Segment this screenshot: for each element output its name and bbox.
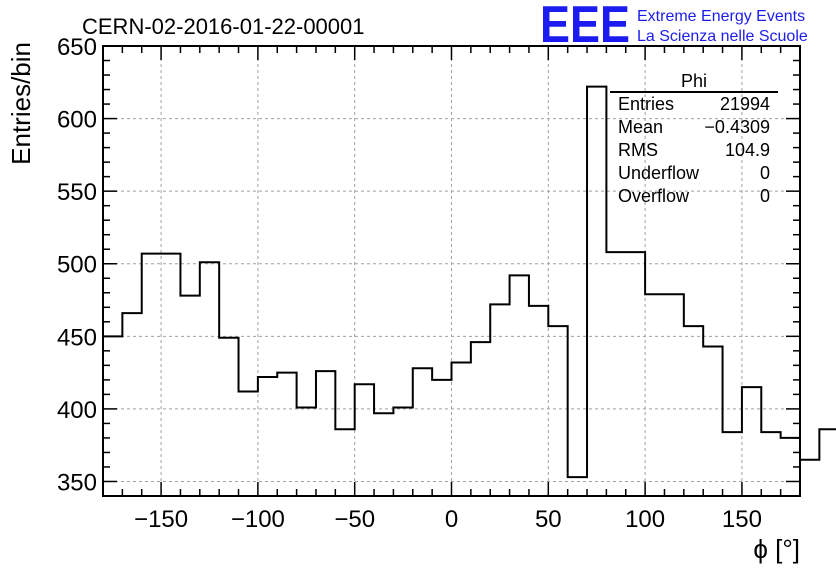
x-tick-label: −50 <box>334 506 375 533</box>
stats-label: Overflow <box>618 186 690 206</box>
y-tick-label: 600 <box>57 107 97 134</box>
stats-box-rows: Entries 21994 Mean −0.4309 RMS 104.9 Underflow… <box>618 94 770 206</box>
stats-value: 0 <box>760 163 770 183</box>
histogram-step-line <box>103 85 836 479</box>
x-tick-label: −100 <box>231 506 285 533</box>
stats-value: 21994 <box>720 94 770 114</box>
x-tick-label: 0 <box>445 506 458 533</box>
stats-label: Underflow <box>618 163 700 183</box>
y-tick-label: 450 <box>57 324 97 351</box>
y-tick-label: 400 <box>57 397 97 424</box>
stats-label: Entries <box>618 94 674 114</box>
y-tick-label: 500 <box>57 252 97 279</box>
stats-value: 104.9 <box>725 140 770 160</box>
stats-label: RMS <box>618 140 658 160</box>
stats-box-name: Phi <box>681 71 707 91</box>
y-tick-label: 550 <box>57 179 97 206</box>
stats-value: 0 <box>760 186 770 206</box>
x-tick-label: 150 <box>722 506 762 533</box>
stats-box: Phi Entries 21994 Mean −0.4309 RMS 104.9 Under… <box>610 71 778 206</box>
run-title: CERN-02-2016-01-22-00001 <box>82 14 365 39</box>
axis-tick-labels: −150 −100 −50 0 50 100 150 350 400 450 500 550 600 65… <box>57 34 762 533</box>
grid-lines <box>103 45 800 496</box>
logo-line-2: La Scienza nelle Scuole <box>637 28 808 45</box>
stats-value: −0.4309 <box>704 117 770 137</box>
x-tick-label: −150 <box>134 506 188 533</box>
logo-line-1: Extreme Energy Events <box>637 8 805 25</box>
x-tick-label: 50 <box>535 506 562 533</box>
y-tick-label: 350 <box>57 469 97 496</box>
x-tick-label: 100 <box>625 506 665 533</box>
eee-logo: EEE Extreme Energy Events La Scienza nel… <box>540 0 808 54</box>
y-axis-title: Entries/bin <box>6 42 36 165</box>
x-axis-title: ϕ [°] <box>753 534 800 564</box>
stats-label: Mean <box>618 117 663 137</box>
axis-ticks <box>102 45 801 497</box>
y-tick-label: 650 <box>57 34 97 61</box>
